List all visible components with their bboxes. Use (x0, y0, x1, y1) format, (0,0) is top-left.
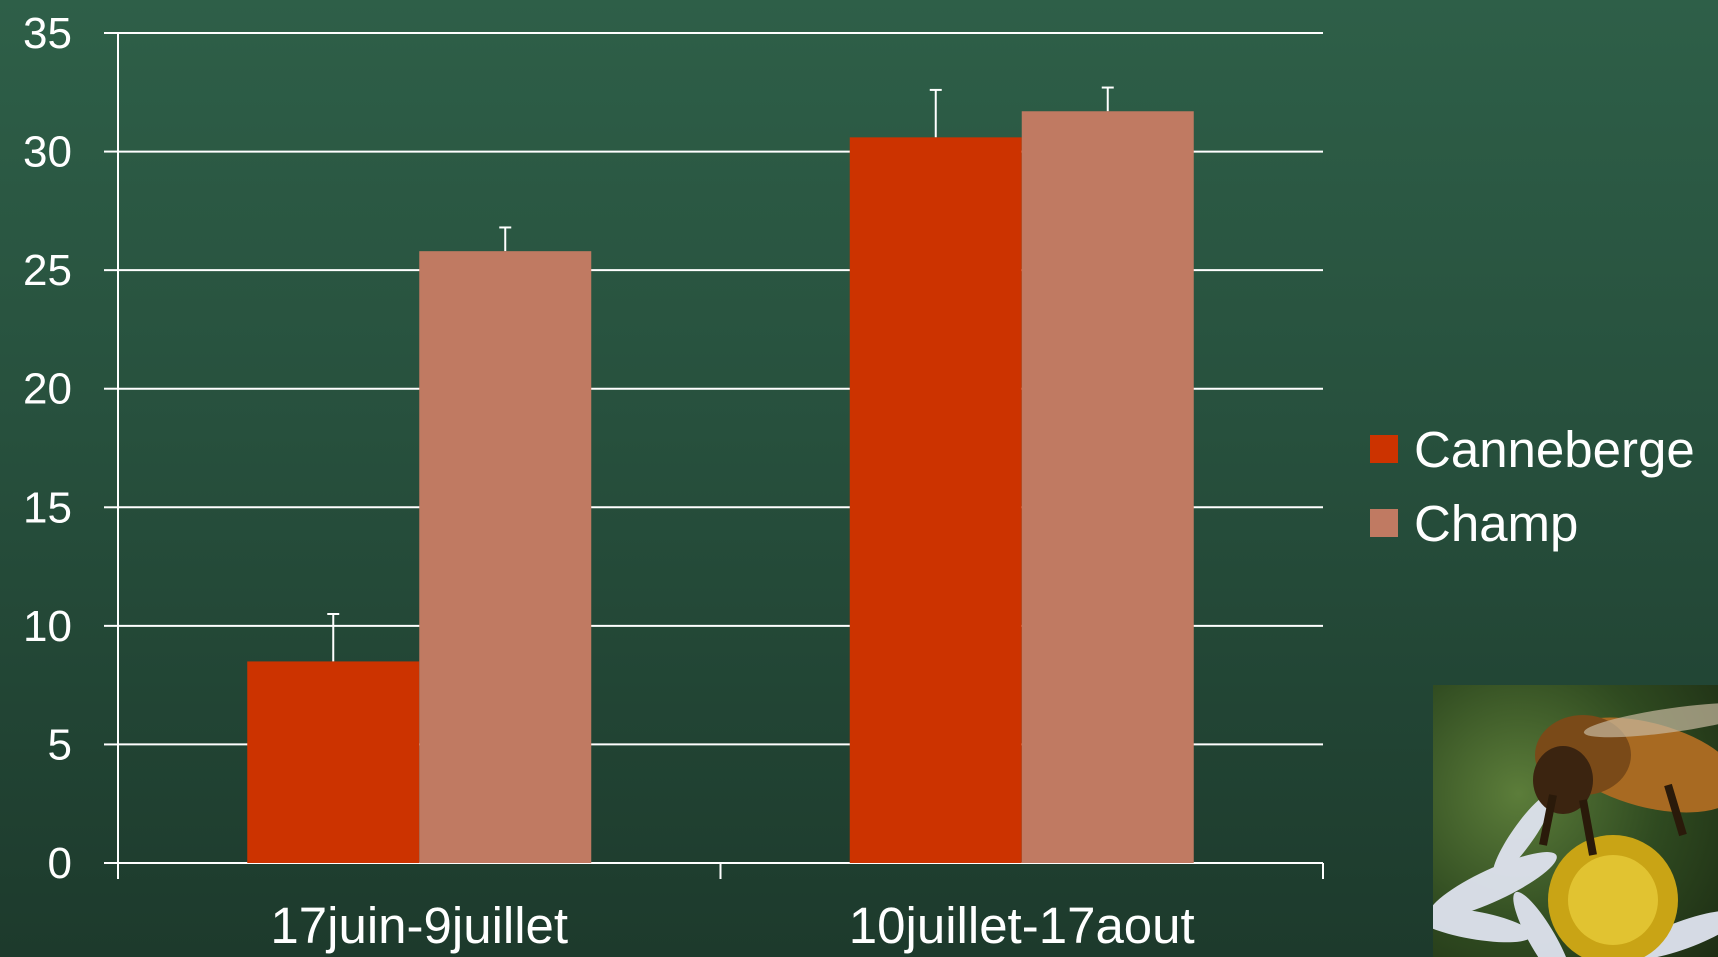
y-tick-label: 10 (23, 602, 72, 651)
legend-item-canneberge: Canneberge (1370, 412, 1695, 486)
x-tick-label: 10juillet-17aout (849, 897, 1195, 954)
legend-item-champ: Champ (1370, 486, 1695, 560)
bee-icon (1433, 702, 1718, 957)
y-tick-label: 25 (23, 246, 72, 295)
bar-champ (419, 251, 592, 863)
legend: Canneberge Champ (1370, 412, 1695, 560)
bar-canneberge (849, 137, 1022, 864)
legend-label-champ: Champ (1414, 494, 1579, 552)
y-tick-label: 0 (48, 839, 72, 888)
bar-champ (1021, 111, 1194, 863)
y-tick-label: 30 (23, 128, 72, 177)
y-tick-label: 15 (23, 483, 72, 532)
bar-canneberge (247, 661, 420, 863)
legend-label-canneberge: Canneberge (1414, 420, 1695, 478)
legend-swatch-canneberge (1370, 435, 1398, 463)
x-tick-label: 17juin-9juillet (270, 897, 568, 954)
y-tick-label: 35 (23, 9, 72, 58)
y-tick-label: 5 (48, 720, 72, 769)
bee-on-flower-photo (1433, 685, 1718, 957)
legend-swatch-champ (1370, 509, 1398, 537)
y-tick-label: 20 (23, 365, 72, 414)
